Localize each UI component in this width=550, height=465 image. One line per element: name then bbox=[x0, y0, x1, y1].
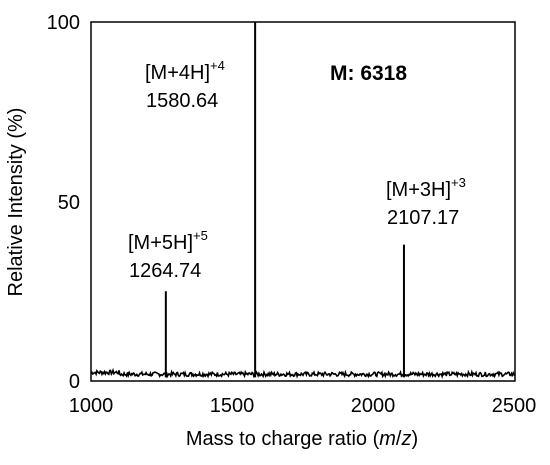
molecular-mass-annotation: M: 6318 bbox=[330, 62, 407, 85]
peak-ion-label: [M+5H]+5 bbox=[128, 228, 208, 254]
x-tick-label: 1500 bbox=[210, 395, 255, 417]
x-tick-label: 2000 bbox=[351, 395, 396, 417]
y-tick-label: 100 bbox=[47, 12, 80, 34]
y-tick-label: 50 bbox=[58, 192, 80, 214]
peak-mz-label: 1580.64 bbox=[146, 90, 218, 112]
x-axis-label: Mass to charge ratio (m/z) bbox=[186, 428, 418, 450]
y-tick-label: 0 bbox=[69, 371, 80, 393]
x-tick-label: 2500 bbox=[492, 395, 537, 417]
spectrum-trace bbox=[90, 22, 516, 379]
spectrum-baseline bbox=[90, 367, 516, 379]
peak-ion-label: [M+4H]+4 bbox=[145, 58, 225, 84]
y-axis-label: Relative Intensity (%) bbox=[5, 108, 27, 297]
peak-mz-label: 2107.17 bbox=[387, 207, 459, 229]
plot-frame bbox=[90, 21, 516, 382]
x-tick-label: 1000 bbox=[69, 395, 114, 417]
peak-ion-label: [M+3H]+3 bbox=[386, 175, 466, 201]
peak-mz-label: 1264.74 bbox=[129, 260, 201, 282]
